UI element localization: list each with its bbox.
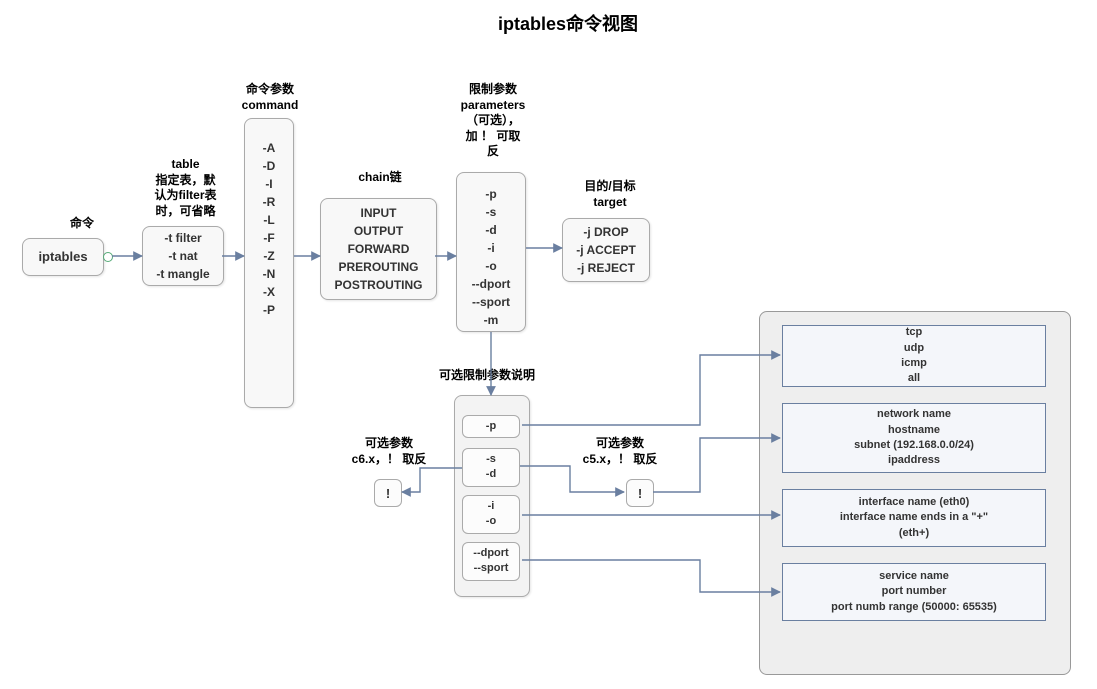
desc-net: network name hostname subnet (192.168.0.… [782, 403, 1046, 473]
subparam-io: -i -o [462, 495, 520, 534]
node-params: -p -s -d -i -o --dport --sport -m [456, 172, 526, 332]
node-iptables: iptables [22, 238, 104, 276]
subparam-p: -p [462, 415, 520, 438]
label-chain: chain链 [340, 170, 420, 186]
node-table: -t filter -t nat -t mangle [142, 226, 224, 286]
label-target: 目的/目标 target [570, 179, 650, 210]
node-target: -j DROP -j ACCEPT -j REJECT [562, 218, 650, 282]
connector-dot [103, 252, 113, 262]
subparam-ports: --dport --sport [462, 542, 520, 581]
label-c5: 可选参数 c5.x，！ 取反 [570, 436, 670, 467]
label-cmd: 命令 [62, 216, 102, 232]
label-c6: 可选参数 c6.x，！ 取反 [339, 436, 439, 467]
label-table: table 指定表，默 认为filter表 时，可省略 [138, 157, 233, 219]
subparam-sd: -s -d [462, 448, 520, 487]
desc-port: service name port number port numb range… [782, 563, 1046, 621]
node-excl-left: ! [374, 479, 402, 507]
label-command: 命令参数 command [230, 82, 310, 113]
label-params: 限制参数 parameters （可选）， 加 ！ 可取 反 [448, 82, 538, 160]
label-optparam: 可选限制参数说明 [422, 368, 552, 384]
node-excl-right: ! [626, 479, 654, 507]
desc-proto: tcp udp icmp all [782, 325, 1046, 387]
diagram-title: iptables命令视图 [498, 10, 638, 36]
desc-iface: interface name (eth0) interface name end… [782, 489, 1046, 547]
diagram-canvas: iptables命令视图 命令 table 指定表，默 认为filter表 时，… [0, 0, 1097, 689]
node-chain: INPUT OUTPUT FORWARD PREROUTING POSTROUT… [320, 198, 437, 300]
node-command: -A -D -I -R -L -F -Z -N -X -P [244, 118, 294, 408]
